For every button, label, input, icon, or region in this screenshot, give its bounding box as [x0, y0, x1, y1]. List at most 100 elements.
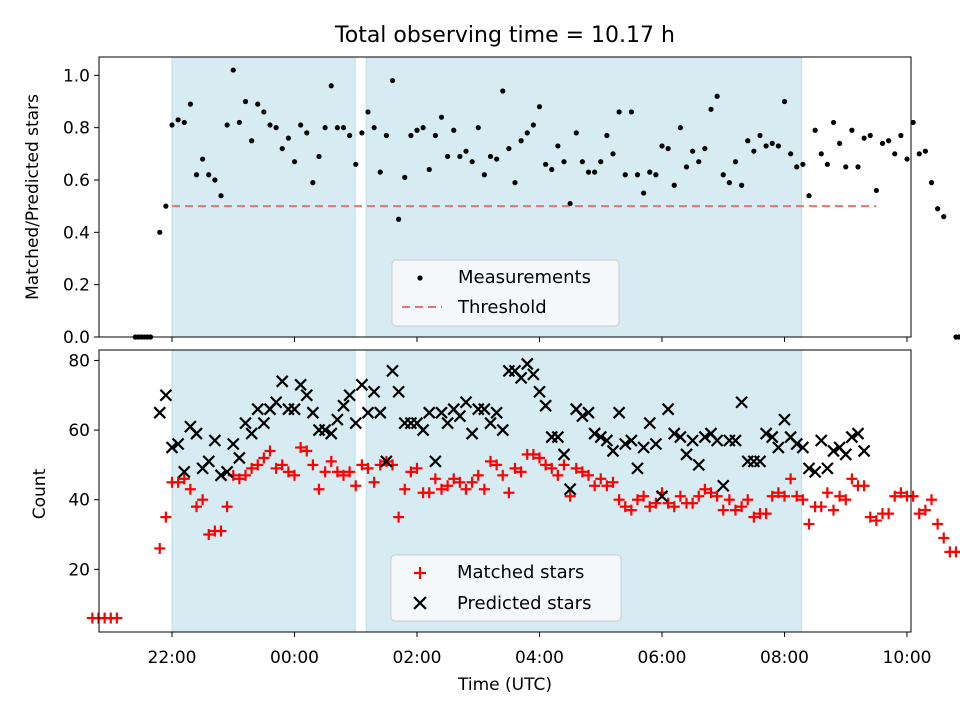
predicted-star-point — [631, 462, 644, 475]
matched-star-point — [203, 529, 215, 541]
predicted-star-point — [392, 385, 405, 399]
matched-star-point — [730, 504, 741, 516]
matched-star-point — [485, 455, 496, 467]
predicted-star-point — [496, 423, 510, 437]
matched-star-point — [828, 504, 839, 516]
predicted-star-point — [380, 455, 393, 468]
matched-star-point — [197, 494, 209, 506]
predicted-star-point — [429, 455, 442, 468]
measurement-point — [781, 98, 788, 105]
matched-star-point — [858, 480, 870, 492]
predicted-star-point — [294, 378, 307, 392]
matched-star-point — [558, 459, 570, 471]
measurement-point — [469, 159, 475, 165]
predicted-star-point — [386, 364, 399, 378]
predicted-star-point — [563, 482, 577, 496]
matched-star-point — [821, 487, 833, 499]
matched-star-point — [797, 494, 809, 506]
measurement-point — [647, 169, 653, 175]
predicted-star-point — [778, 413, 791, 426]
measurement-point — [175, 117, 181, 123]
matched-star-point — [154, 542, 166, 554]
matched-star-point — [779, 490, 790, 502]
measurement-point — [830, 119, 837, 126]
top-y-tick-label: 0.4 — [63, 223, 90, 243]
matched-star-point — [270, 462, 282, 474]
top-y-tick-label: 0.0 — [63, 328, 90, 348]
matched-star-point — [362, 462, 374, 474]
predicted-star-point — [625, 434, 638, 447]
predicted-star-point — [478, 402, 491, 416]
measurement-point — [255, 101, 261, 107]
measurement-point — [775, 143, 781, 149]
matched-star-point — [595, 473, 607, 485]
measurement-point — [935, 206, 941, 212]
matched-star-point — [399, 483, 411, 495]
matched-star-point — [693, 490, 705, 502]
predicted-star-point — [159, 388, 173, 402]
matched-star-point — [289, 469, 300, 481]
predicted-star-point — [435, 406, 448, 419]
matched-star-point — [748, 511, 760, 523]
legend-measurements-marker — [417, 275, 423, 281]
measurement-point — [494, 156, 500, 162]
measurement-point — [928, 180, 935, 186]
matched-star-point — [319, 466, 331, 478]
predicted-star-point — [269, 395, 283, 409]
predicted-star-point — [814, 434, 828, 447]
measurement-point — [739, 182, 745, 188]
predicted-star-point — [667, 427, 681, 440]
matched-star-point — [258, 452, 270, 464]
matched-star-point — [215, 525, 227, 537]
matched-star-point — [405, 466, 417, 478]
predicted-star-point — [692, 458, 706, 472]
measurement-point — [671, 182, 677, 188]
measurement-point — [481, 172, 487, 178]
measurement-point — [634, 172, 641, 178]
predicted-star-point — [539, 399, 552, 412]
predicted-star-point — [527, 368, 540, 381]
measurement-point — [193, 172, 200, 178]
measurement-point — [506, 145, 512, 152]
x-tick-label: 08:00 — [760, 648, 809, 668]
measurement-point — [714, 93, 720, 99]
predicted-star-point — [686, 434, 699, 447]
measurement-point — [500, 88, 506, 94]
matched-star-point — [460, 483, 472, 495]
predicted-star-point — [710, 434, 724, 447]
predicted-star-point — [318, 423, 332, 437]
measurement-point — [806, 193, 812, 199]
measurement-point — [187, 101, 193, 107]
measurement-point — [867, 132, 873, 139]
matched-star-point — [711, 490, 723, 502]
measurement-point — [904, 156, 910, 162]
legend-matched-marker — [414, 567, 426, 579]
matched-star-point — [662, 497, 674, 509]
predicted-star-point — [233, 451, 246, 465]
measurement-point — [543, 161, 549, 167]
matched-star-point — [178, 473, 190, 485]
matched-star-point — [368, 476, 380, 488]
matched-star-point — [723, 494, 735, 506]
predicted-star-point — [698, 430, 712, 444]
predicted-star-point — [153, 406, 167, 419]
matched-star-point — [760, 508, 772, 520]
predicted-star-point — [845, 430, 859, 444]
matched-star-point — [429, 473, 441, 485]
legend-measurements-label: Measurements — [458, 267, 591, 288]
top-y-axis-label: Matched/Predicted stars — [23, 94, 43, 300]
matched-star-point — [546, 462, 558, 474]
chart-title: Total observing time = 10.17 h — [334, 23, 675, 48]
predicted-star-point — [300, 388, 314, 402]
measurement-point — [408, 132, 414, 139]
x-axis-label: Time (UTC) — [457, 675, 552, 695]
measurement-point — [420, 125, 426, 131]
measurement-point — [549, 166, 555, 173]
measurement-point — [163, 203, 169, 209]
predicted-star-point — [367, 385, 381, 399]
predicted-star-point — [465, 427, 479, 440]
predicted-star-point — [557, 448, 571, 461]
top-y-tick-label: 0.8 — [63, 119, 90, 139]
top-measurement-points — [132, 67, 960, 340]
